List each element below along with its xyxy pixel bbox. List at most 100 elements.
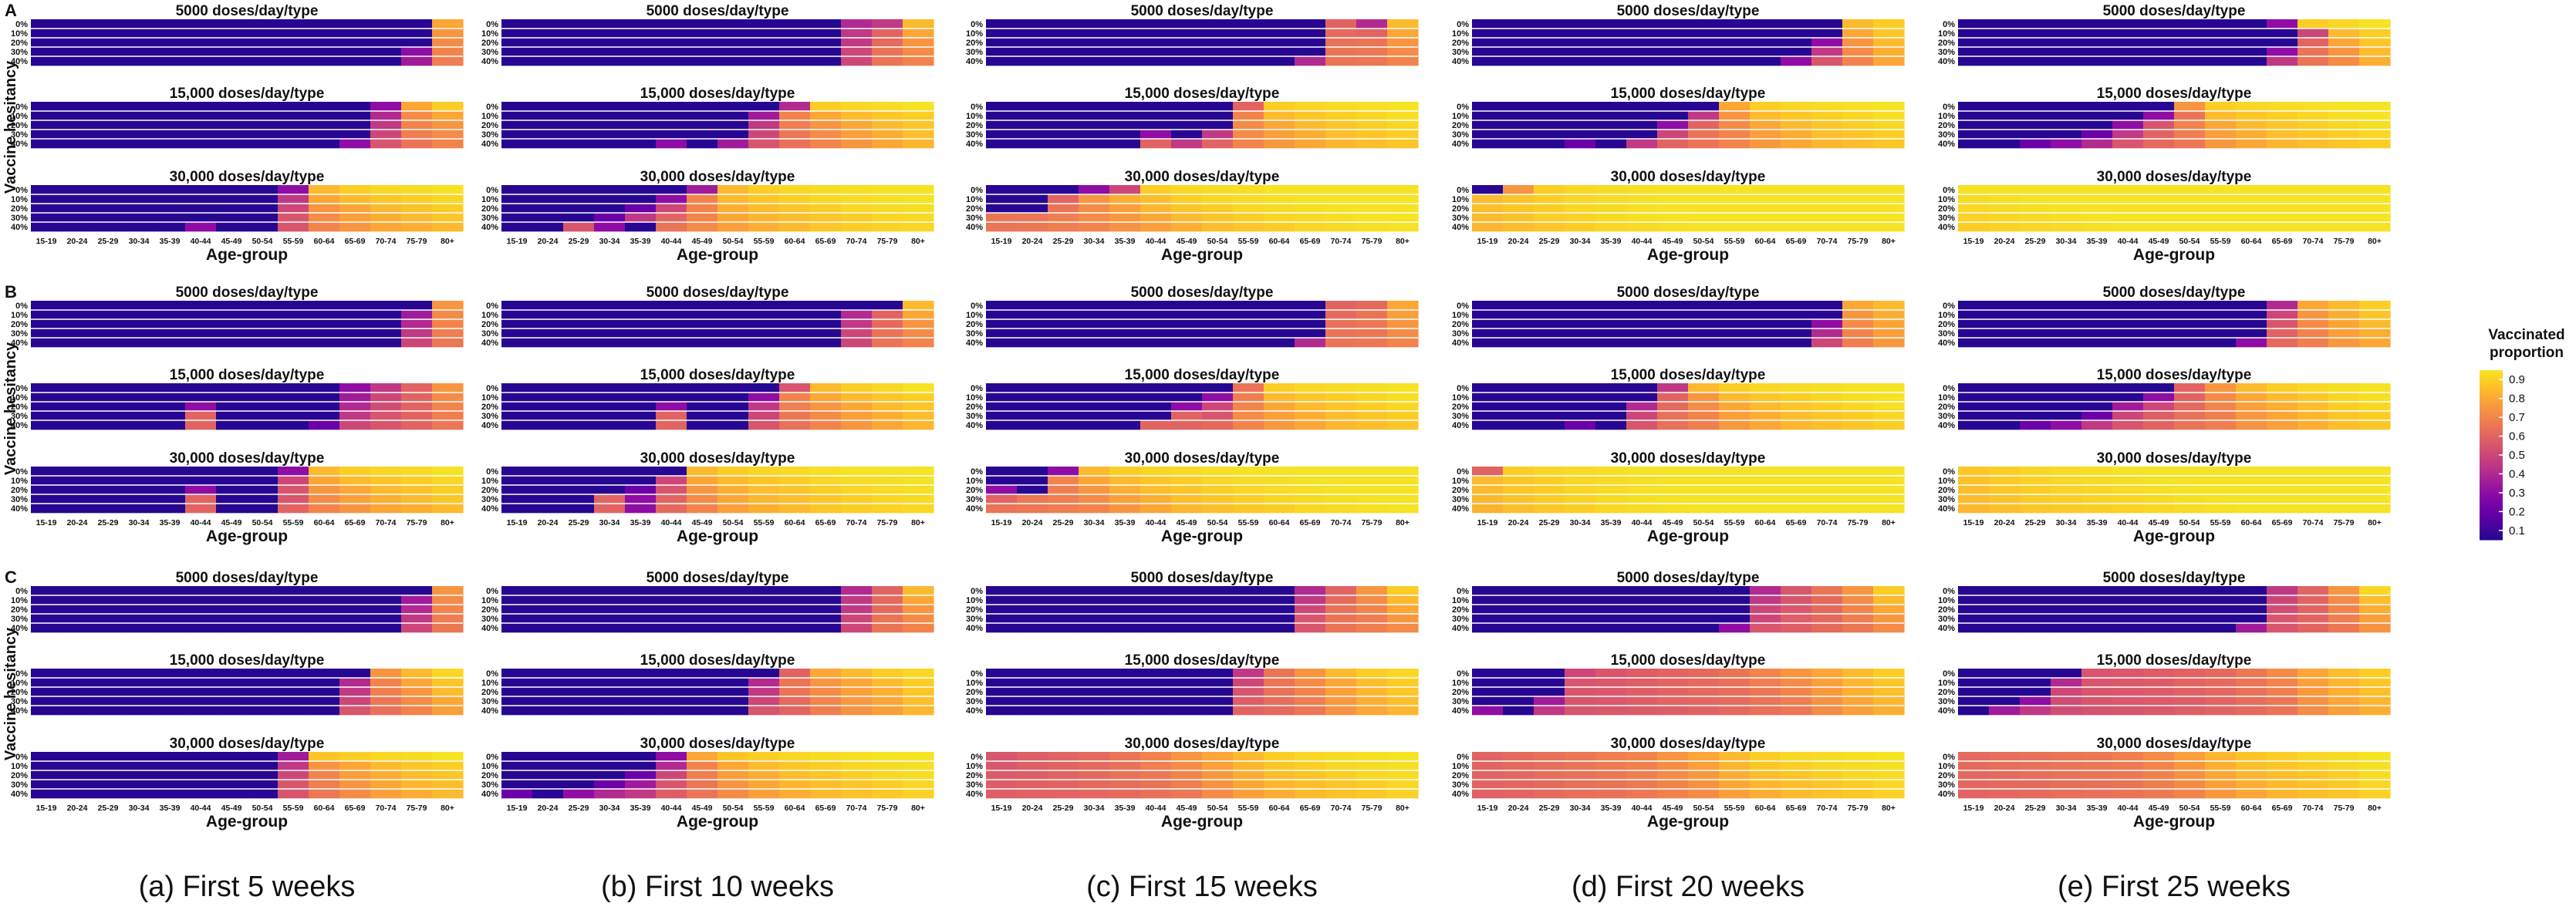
heatmap-cell	[2143, 504, 2175, 514]
heatmap-cell	[2081, 467, 2113, 477]
y-tick-label: 0%	[1457, 753, 1469, 762]
heatmap-cell	[1595, 139, 1627, 149]
heatmap-cell	[656, 102, 687, 112]
heatmap-cell	[185, 213, 217, 223]
heatmap-cell	[185, 19, 217, 29]
heatmap-cell	[1140, 595, 1172, 605]
heatmap-cell	[2174, 605, 2206, 615]
heatmap-cell	[1873, 383, 1905, 393]
y-tick-label: 10%	[966, 311, 983, 320]
y-tick-label: 0%	[15, 587, 28, 596]
heatmap-cell	[1565, 338, 1596, 348]
heatmap-cell	[2359, 139, 2391, 149]
heatmap-cell	[841, 319, 873, 329]
heatmap-cell	[1688, 213, 1720, 223]
heatmap-cell	[1595, 411, 1627, 421]
heatmap-cell	[1688, 504, 1720, 514]
panel-title: 15,000 doses/day/type	[170, 367, 325, 383]
heatmap-cell	[123, 696, 155, 706]
heatmap-cell	[594, 504, 626, 514]
heatmap-cell	[1873, 310, 1905, 320]
heatmap-cell	[717, 467, 749, 477]
heatmap-cell	[594, 586, 626, 596]
heatmap-cell	[62, 19, 93, 29]
heatmap-cell	[748, 213, 780, 223]
heatmap-cell	[1295, 678, 1326, 688]
heatmap-cell	[2328, 130, 2360, 140]
heatmap-cell	[810, 467, 842, 477]
heatmap-cell	[2112, 204, 2144, 214]
heatmap-cell	[1295, 38, 1326, 48]
heatmap-cell	[1595, 102, 1627, 112]
heatmap-cell	[2112, 194, 2144, 204]
heatmap-cell	[1958, 504, 1990, 514]
heatmap-cell	[1719, 319, 1751, 329]
heatmap-cell	[62, 120, 93, 130]
heatmap-cell	[185, 504, 217, 514]
heatmap-cell	[154, 504, 186, 514]
heatmap-cell	[2081, 623, 2113, 633]
heatmap-cell	[1595, 467, 1627, 477]
heatmap-cell	[501, 139, 533, 149]
heatmap-cell	[625, 770, 657, 780]
heatmap-cell	[2359, 393, 2391, 403]
heatmap-cell	[1048, 696, 1079, 706]
x-tick-label: 50-54	[2179, 237, 2200, 246]
heatmap-cell	[2267, 29, 2298, 39]
heatmap-cell	[986, 393, 1018, 403]
heatmap-cell	[154, 696, 186, 706]
colorbar-segment	[2480, 489, 2503, 493]
heatmap-cell	[1719, 102, 1751, 112]
x-tick-label: 15-19	[507, 518, 528, 527]
heatmap-cell	[1140, 393, 1172, 403]
heatmap-cell	[594, 780, 626, 790]
heatmap-cell	[278, 696, 309, 706]
heatmap-cell	[594, 467, 626, 477]
y-tick-label: 30%	[1938, 412, 1955, 421]
heatmap-cell	[432, 383, 464, 393]
heatmap-cell	[1295, 420, 1326, 430]
heatmap-cell	[93, 329, 124, 339]
x-tick-label: 55-59	[2210, 518, 2231, 527]
heatmap-cell	[31, 789, 62, 799]
heatmap-cell	[1109, 605, 1141, 615]
heatmap-cell	[1657, 586, 1689, 596]
heatmap-cell	[532, 56, 564, 66]
x-tick-label: 80+	[1882, 518, 1896, 527]
heatmap-cell	[841, 476, 873, 486]
heatmap-cell	[2020, 780, 2051, 790]
heatmap-cell	[2174, 310, 2206, 320]
heatmap-cell	[501, 780, 533, 790]
heatmap-cell	[1202, 393, 1234, 403]
y-tick-label: 0%	[1943, 302, 1955, 311]
heatmap-cell	[432, 687, 464, 697]
heatmap-cell	[309, 614, 340, 624]
heatmap-cell	[1295, 614, 1326, 624]
heatmap-cell	[1750, 752, 1781, 762]
heatmap-cell	[687, 329, 718, 339]
panel-title: 5000 doses/day/type	[647, 285, 789, 301]
heatmap-cell	[1233, 185, 1264, 195]
x-tick-label: 50-54	[1693, 804, 1714, 813]
heatmap-cell	[625, 586, 657, 596]
heatmap-cell	[216, 706, 248, 716]
heatmap-cell	[532, 504, 564, 514]
heatmap-cell	[370, 338, 402, 348]
colorbar-segment	[2480, 413, 2503, 416]
x-tick-label: 55-59	[2210, 237, 2231, 246]
x-tick-label: 45-49	[2149, 518, 2169, 527]
heatmap-cell	[1079, 678, 1110, 688]
heatmap-cell	[2081, 789, 2113, 799]
heatmap-cell	[309, 420, 340, 430]
heatmap-cell	[1719, 120, 1751, 130]
y-tick-label: 10%	[966, 29, 983, 39]
heatmap-cell	[1017, 411, 1048, 421]
heatmap-cell	[2112, 752, 2144, 762]
heatmap-cell	[779, 752, 811, 762]
heatmap-cell	[247, 120, 279, 130]
y-tick-label: 10%	[1452, 477, 1469, 486]
heatmap-cell	[748, 494, 780, 504]
heatmap-cell	[31, 204, 62, 214]
heatmap-cell	[1958, 789, 1990, 799]
